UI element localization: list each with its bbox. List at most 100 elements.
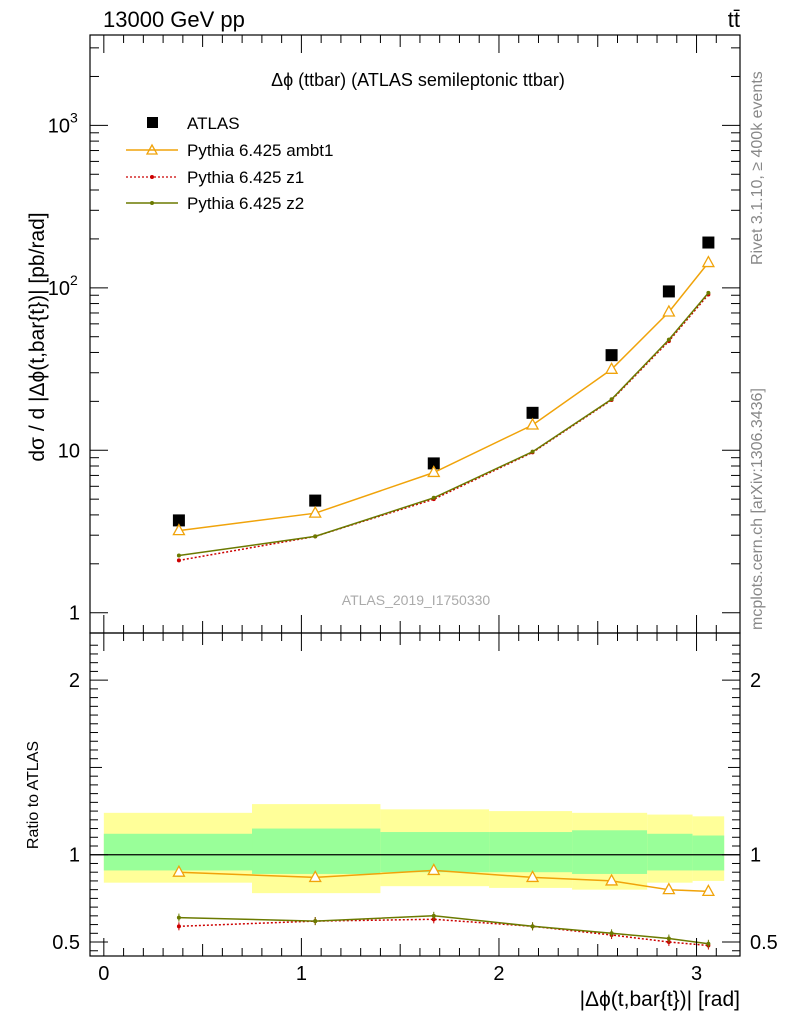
legend-entry-ambt1: Pythia 6.425 ambt1: [126, 141, 333, 160]
ratio-band-inner: [692, 835, 725, 871]
ratio-axis-ticks: 0.5 0.5 1 1 2 2 0 1 2 3: [52, 633, 778, 985]
data-point-mc: [701, 255, 715, 268]
main-series-line: [178, 292, 709, 557]
main-y-tick-label: 10: [48, 115, 70, 137]
data-point-atlas: [662, 285, 675, 298]
data-point-mc: [427, 465, 441, 478]
data-point-mc: [176, 558, 181, 563]
ratio-point: [706, 941, 711, 946]
data-point-atlas: [605, 349, 618, 362]
data-point-mc: [706, 290, 711, 295]
main-plot-panel: Δϕ (ttbar) (ATLAS semileptonic ttbar) AT…: [26, 34, 741, 634]
data-point-mc: [666, 337, 671, 342]
ratio-point: [666, 936, 671, 941]
legend-marker-z2: [150, 201, 154, 205]
legend-marker-ambt1: [145, 143, 159, 155]
ratio-plot-frame: [89, 632, 741, 957]
process-label: tt̄: [728, 7, 740, 32]
ratio-point: [313, 919, 318, 924]
main-y-tick-label: 10: [48, 278, 70, 300]
legend: ATLAS Pythia 6.425 ambt1 Pythia 6.425 z1…: [126, 114, 333, 213]
ratio-point: [609, 931, 614, 936]
ratio-y-tick-label-right: 1: [750, 845, 761, 867]
main-y-tick-exponent: 3: [70, 109, 78, 125]
ratio-point: [427, 863, 441, 876]
main-series-1: [172, 255, 715, 536]
ratio-y-tick-label-left: 1: [69, 845, 80, 867]
ratio-y-axis-label: Ratio to ATLAS: [25, 741, 42, 849]
legend-marker-z1: [150, 175, 154, 179]
legend-entry-z2: Pythia 6.425 z2: [126, 194, 304, 213]
main-series-2: [176, 292, 711, 563]
ratio-band-inner: [489, 832, 573, 873]
ratio-point: [525, 870, 540, 883]
ratio-series-1: [176, 915, 711, 950]
ratio-point: [604, 873, 619, 886]
data-point-mc: [176, 553, 181, 558]
legend-label-z2: Pythia 6.425 z2: [187, 194, 304, 213]
data-point-mc: [525, 417, 540, 430]
x-tick-label: 1: [296, 963, 307, 985]
main-y-tick-label: 10: [58, 440, 80, 462]
ratio-band-inner: [572, 830, 648, 874]
ratio-point: [176, 915, 181, 920]
main-y-tick-exponent: 2: [70, 272, 78, 288]
ratio-plot-panel: 0.5 0.5 1 1 2 2 0 1 2 3 Ratio to ATLAS |Δϕ(t,bar{…: [25, 632, 778, 1011]
legend-entry-z1: Pythia 6.425 z1: [126, 168, 304, 187]
data-point-mc: [604, 361, 619, 374]
x-tick-label: 2: [493, 963, 504, 985]
data-point-mc: [662, 304, 676, 317]
x-tick-label: 0: [98, 963, 109, 985]
ratio-point: [701, 884, 715, 897]
ratio-point: [530, 924, 535, 929]
ratio-y-tick-label-right: 0.5: [750, 932, 778, 954]
main-series-0: [172, 236, 715, 527]
main-series-line: [178, 262, 709, 532]
legend-marker-atlas: [147, 117, 158, 128]
ratio-series-0: [172, 863, 715, 897]
data-point-mc: [172, 523, 186, 536]
ratio-y-tick-label-right: 2: [750, 670, 761, 692]
ratio-point: [176, 924, 181, 929]
ratio-y-tick-label-left: 0.5: [52, 932, 80, 954]
legend-entry-atlas: ATLAS: [147, 114, 240, 133]
data-point-mc: [431, 495, 436, 500]
rivet-version-label: Rivet 3.1.10, ≥ 400k events: [749, 71, 766, 265]
data-point-mc: [313, 534, 318, 539]
ratio-series-2: [176, 911, 711, 948]
data-point-atlas: [427, 457, 440, 470]
analysis-watermark: ATLAS_2019_I1750330: [342, 592, 491, 608]
data-point-mc: [530, 449, 535, 454]
ratio-point: [431, 913, 436, 918]
ratio-band-inner: [103, 833, 253, 871]
x-axis-label: |Δϕ(t,bar{t})| [rad]: [580, 988, 740, 1011]
data-point-atlas: [526, 406, 539, 419]
ratio-band-inner: [252, 828, 381, 874]
main-y-axis-label: dσ / d |Δϕ(t,bar{t})| [pb/rad]: [26, 212, 49, 461]
legend-label-atlas: ATLAS: [187, 114, 240, 133]
x-tick-label: 3: [691, 963, 702, 985]
main-y-tick-label: 1: [69, 603, 80, 625]
ratio-point: [662, 882, 676, 895]
main-plot-title: Δϕ (ttbar) (ATLAS semileptonic ttbar): [271, 70, 565, 90]
data-point-atlas: [172, 514, 185, 527]
ratio-band-inner: [647, 833, 693, 871]
legend-label-ambt1: Pythia 6.425 ambt1: [187, 141, 333, 160]
data-point-mc: [609, 397, 614, 402]
energy-label: 13000 GeV pp: [103, 7, 245, 32]
ratio-point: [308, 870, 322, 883]
main-series-3: [176, 290, 711, 558]
data-point-atlas: [702, 236, 715, 249]
main-series-group: [172, 236, 715, 563]
mcplots-site-label: mcplots.cern.ch [arXiv:1306.3436]: [749, 388, 766, 630]
ratio-series-group: [172, 863, 715, 950]
data-point-atlas: [309, 494, 322, 507]
ratio-series-line: [178, 918, 709, 947]
ratio-y-tick-label-left: 2: [69, 670, 80, 692]
ratio-uncertainty-bands: [103, 804, 725, 894]
legend-label-z1: Pythia 6.425 z1: [187, 168, 304, 187]
ratio-point: [172, 864, 186, 877]
data-point-mc: [308, 505, 322, 518]
